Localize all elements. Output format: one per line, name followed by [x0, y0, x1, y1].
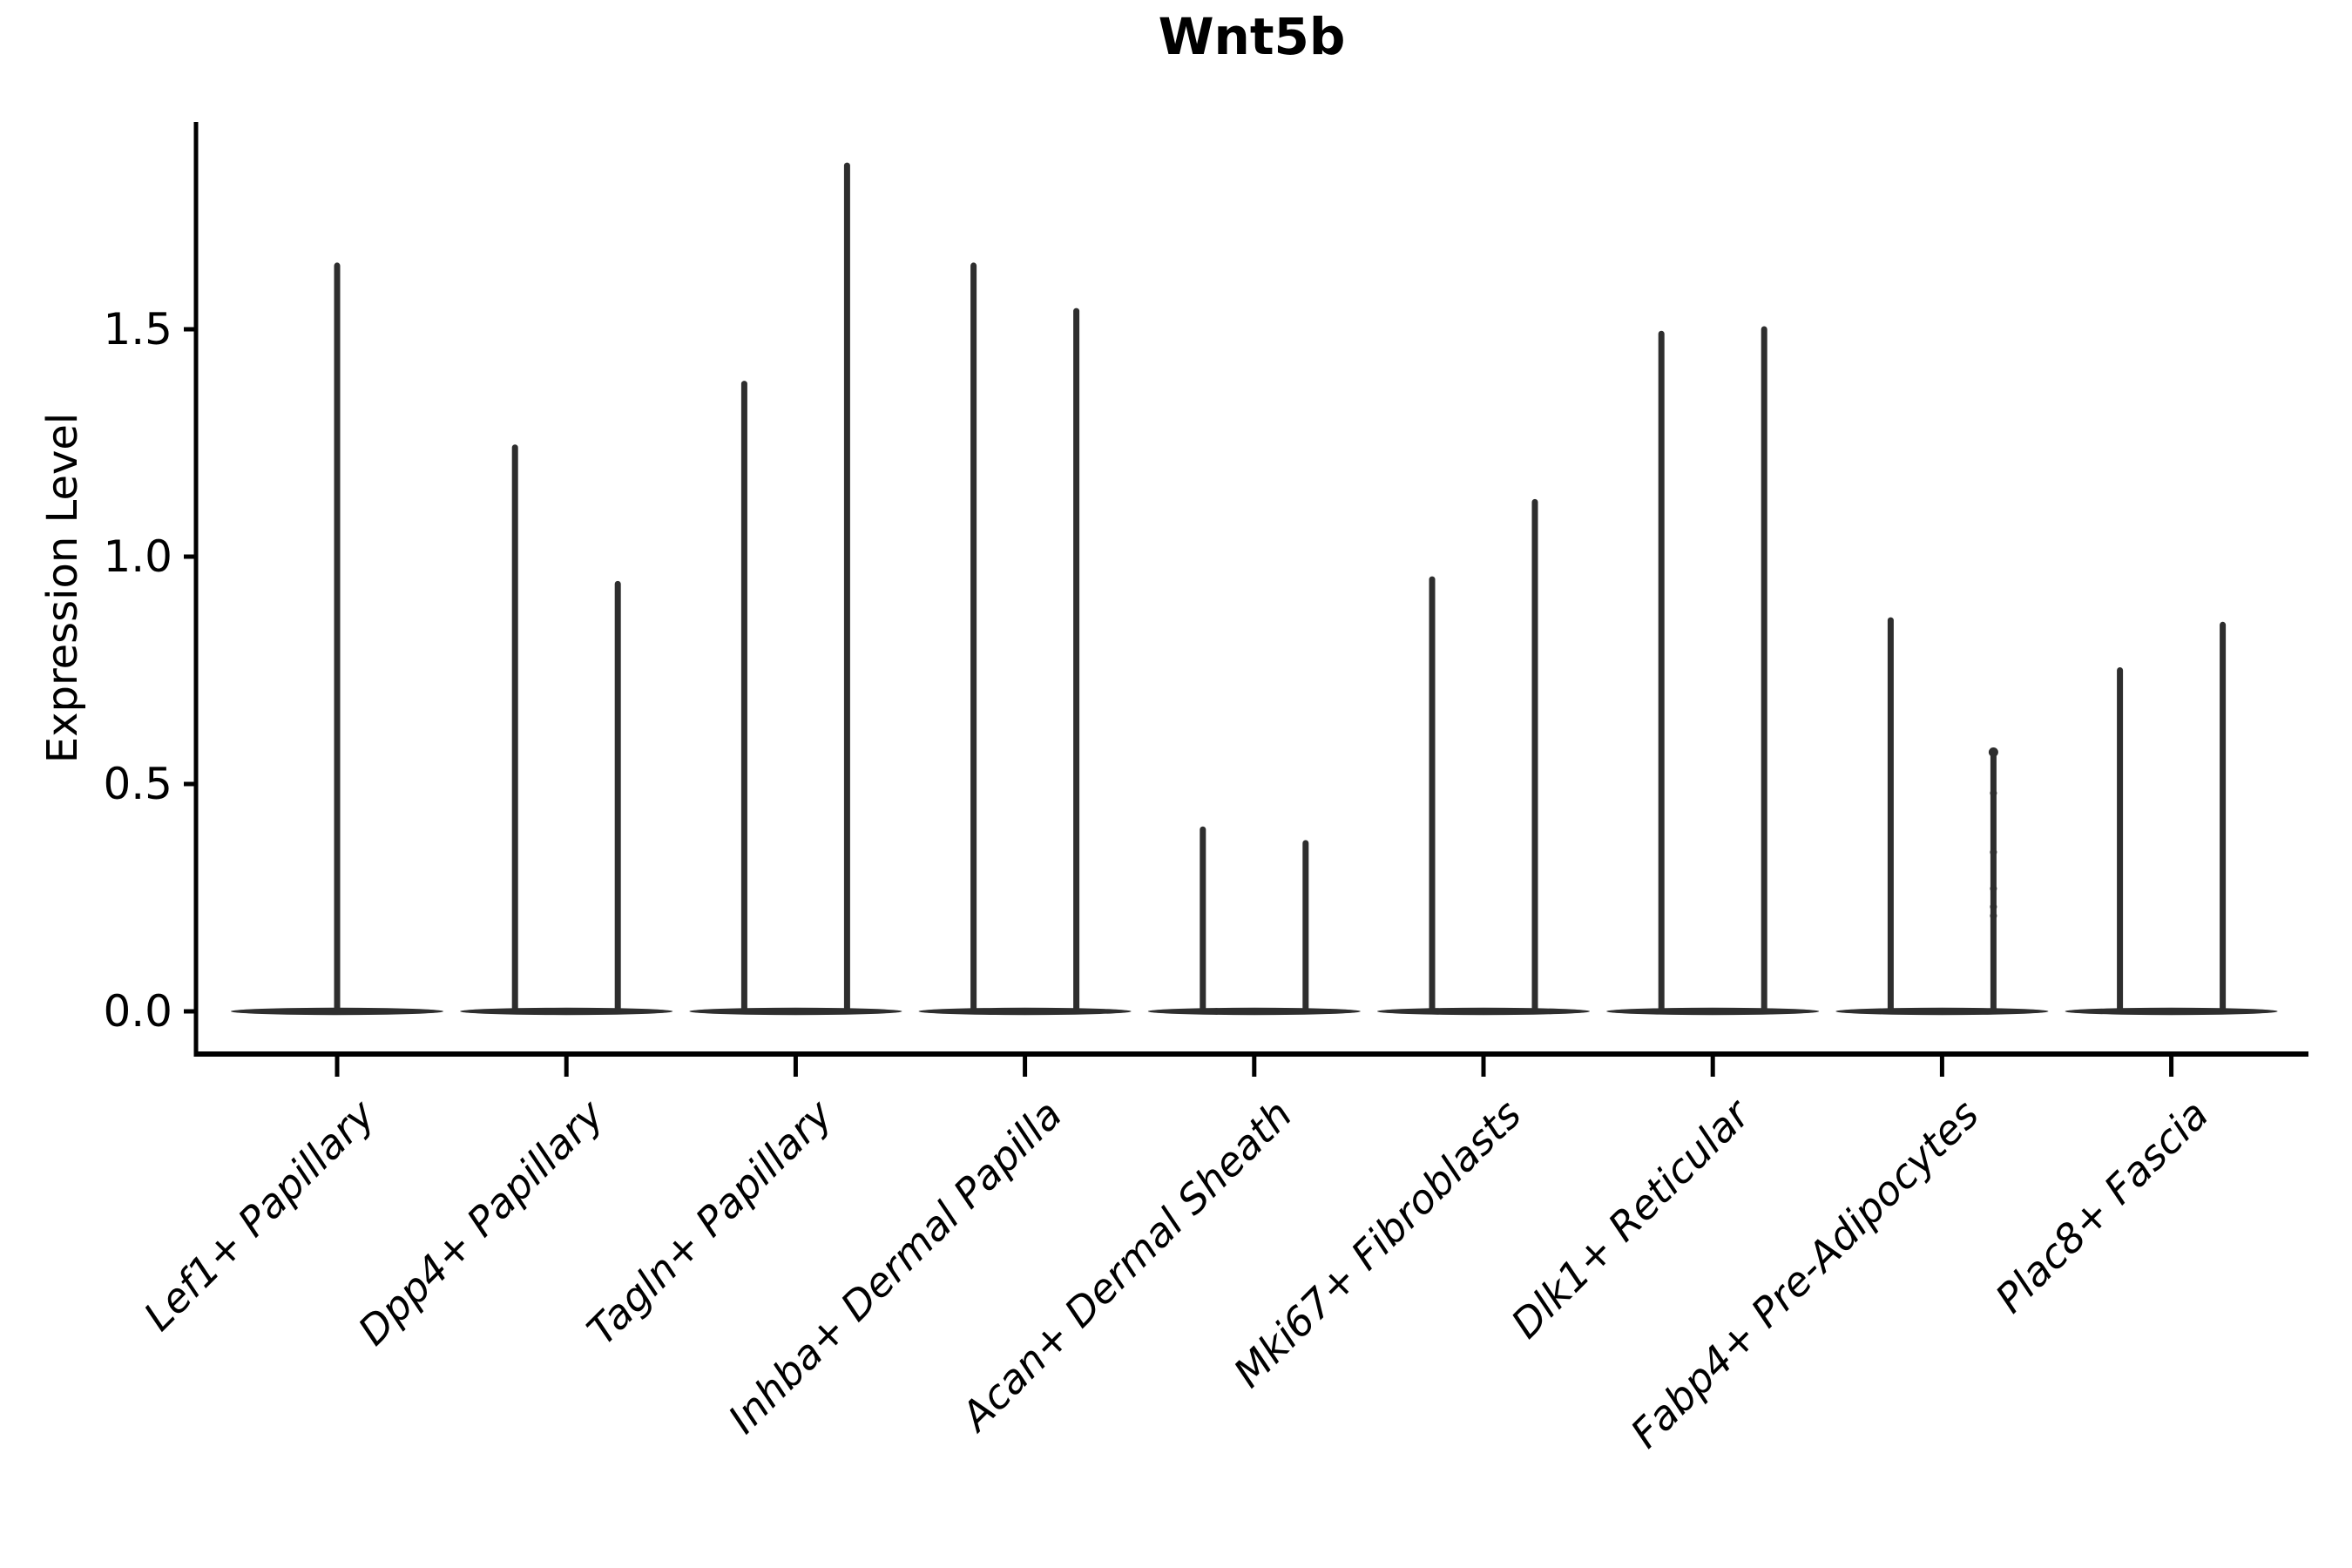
jitter-point-2 — [1990, 848, 1997, 856]
violin-base-8 — [2065, 1007, 2278, 1016]
violin-base-6 — [1606, 1007, 1820, 1016]
y-tick-label-1.5: 1.5 — [103, 304, 172, 355]
jitter-point-3 — [1990, 885, 1997, 893]
chart-title: Wnt5b — [1158, 7, 1346, 66]
y-tick-label-0.5: 0.5 — [103, 759, 172, 809]
jitter-point-1 — [1990, 789, 1997, 797]
y-tick-label-1.0: 1.0 — [103, 531, 172, 582]
y-axis-label: Expression Level — [38, 412, 87, 764]
jitter-point-4 — [1990, 902, 1997, 910]
violin-base-7 — [1835, 1007, 2049, 1016]
jitter-point-5 — [1990, 912, 1997, 920]
jitter-point-0 — [1988, 747, 1998, 757]
violin-base-4 — [1147, 1007, 1361, 1016]
y-tick-label-0.0: 0.0 — [103, 986, 172, 1037]
violin-base-5 — [1377, 1007, 1590, 1016]
violin-base-3 — [918, 1007, 1132, 1016]
violin-base-2 — [689, 1007, 902, 1016]
violin-base-1 — [460, 1007, 673, 1016]
